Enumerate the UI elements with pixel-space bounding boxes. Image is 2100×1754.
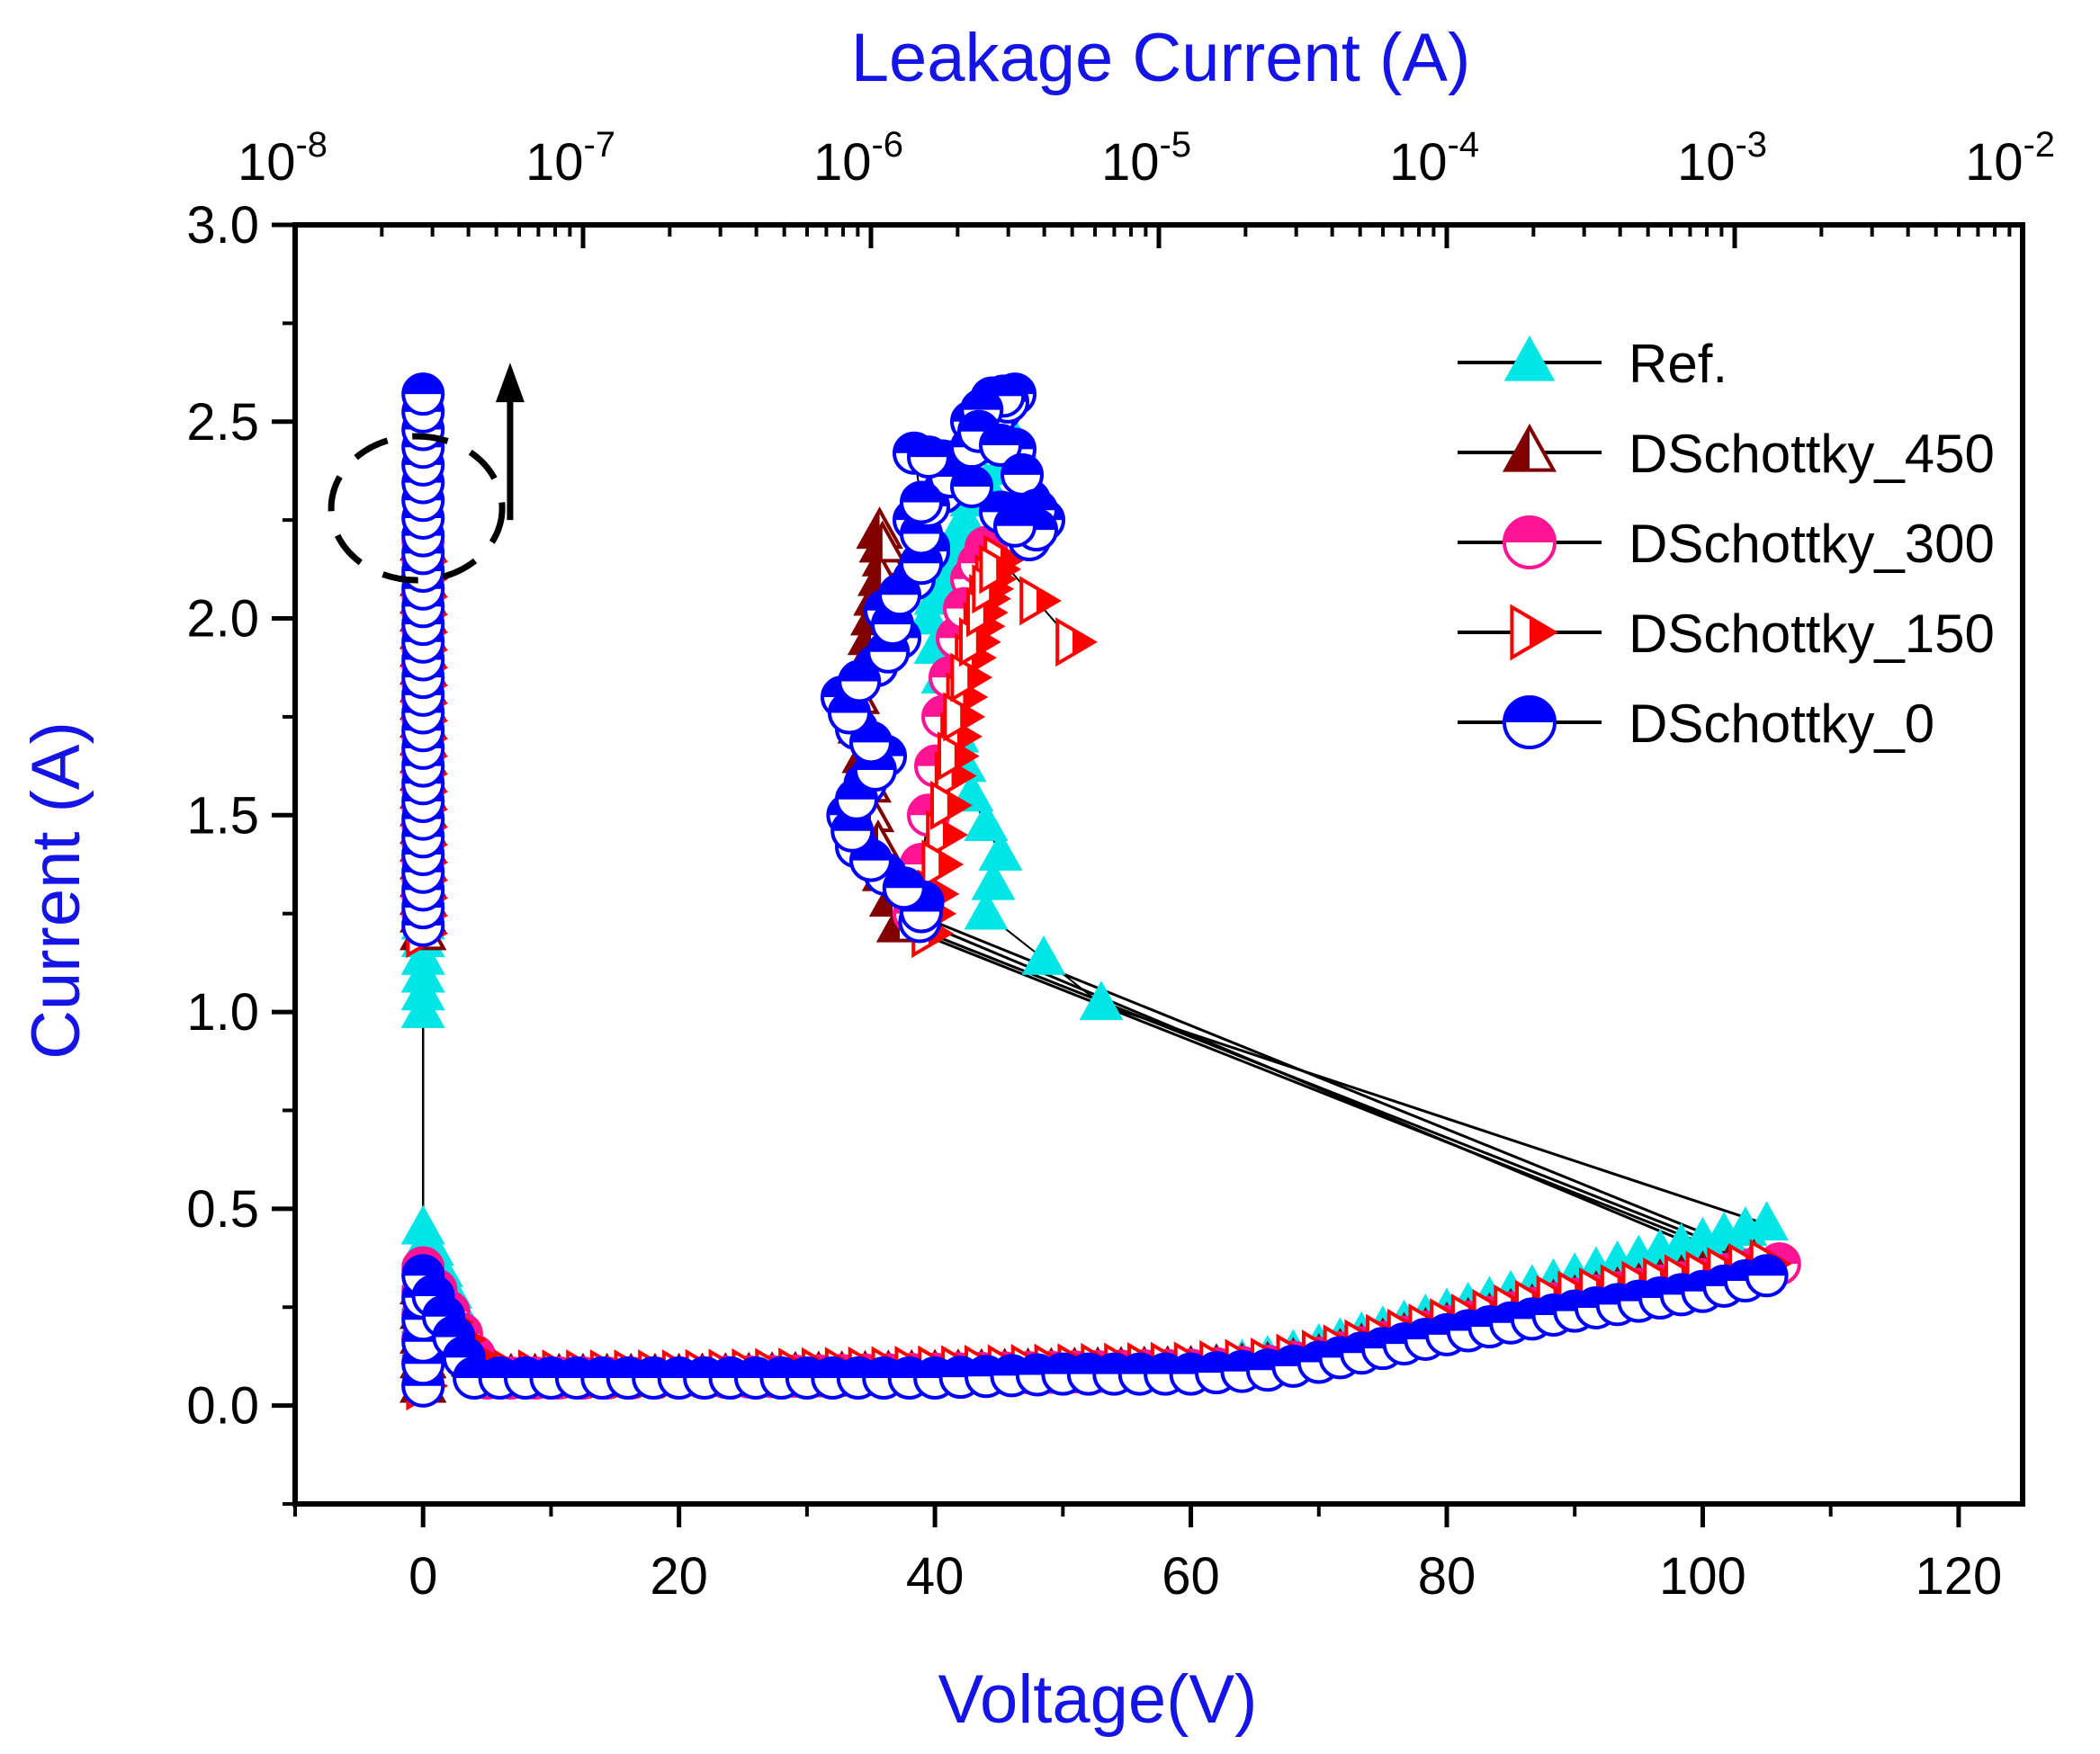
annotations [328, 362, 525, 584]
series-marker [964, 801, 1009, 842]
top-tick-label: 10-2 [1965, 125, 2055, 192]
series-marker [964, 890, 1009, 930]
y-tick-label: 3.0 [186, 196, 259, 255]
series-marker [982, 374, 1026, 418]
x-tick-label: 0 [408, 1547, 437, 1606]
series-marker [1745, 1254, 1789, 1298]
x-tick-label: 20 [650, 1547, 708, 1606]
series-marker [849, 720, 893, 765]
series-marker [1745, 1201, 1790, 1241]
series-marker [942, 497, 987, 536]
series-marker [1019, 576, 1062, 626]
series-connector-line [1100, 1002, 1768, 1226]
top-tick-label: 10-8 [238, 125, 328, 192]
series-marker [938, 731, 980, 782]
top-tick-label: 10-4 [1389, 125, 1479, 192]
plot-frame [292, 222, 2025, 1507]
legend-label: DSchottky_300 [1629, 514, 1995, 574]
annotation-dashed-ellipse [328, 433, 506, 584]
y-tick-label: 0.5 [186, 1180, 259, 1239]
y-axis-title: Current (A) [18, 721, 94, 1060]
tick-marks [272, 222, 2025, 1527]
tick-labels: 0 20 40 60 80 100 120 0.0 0.5 1.0 1.5 2.0 2.5 3.010-8… [186, 125, 2055, 1606]
legend-label: DSchottky_450 [1629, 424, 1995, 484]
series-lines [422, 392, 1781, 1288]
x-axis-title: Voltage(V) [938, 1661, 1258, 1738]
series-marker [979, 424, 1022, 468]
series-marker [950, 464, 993, 508]
series-connector-line [919, 920, 1768, 1277]
y-tick-label: 1.0 [186, 983, 259, 1042]
legend-marker [1502, 423, 1557, 472]
legend-marker [1503, 335, 1556, 381]
series-marker [882, 866, 926, 910]
legend: Ref. DSchottky_450 DSchottky_300 DSchottky_… [1458, 334, 1995, 754]
x-tick-label: 120 [1915, 1547, 2002, 1606]
series-marker [978, 831, 1023, 871]
top-axis-title: Leakage Current (A) [851, 20, 1471, 96]
series-marker [1055, 617, 1098, 667]
x-tick-label: 60 [1162, 1547, 1220, 1606]
series-marker [858, 520, 907, 563]
axes-frame [292, 222, 2025, 1507]
series-marker [993, 504, 1037, 548]
series-marker [943, 692, 986, 742]
legend-label: Ref. [1629, 334, 1728, 394]
series-marker [906, 595, 951, 635]
series-markers [399, 372, 1801, 1411]
x-tick-label: 100 [1659, 1547, 1746, 1606]
x-tick-label: 40 [906, 1547, 965, 1606]
y-tick-label: 1.5 [186, 786, 259, 845]
series-marker [1021, 935, 1066, 975]
series-marker [900, 480, 943, 524]
series-connector-line [928, 932, 1768, 1266]
series-marker [979, 544, 1022, 595]
annotation-arrow-head [495, 362, 525, 403]
legend-label: DSchottky_150 [1629, 604, 1995, 664]
series-marker [1001, 452, 1044, 497]
top-tick-label: 10-3 [1677, 125, 1767, 192]
legend-marker [1510, 604, 1558, 661]
series-marker [907, 435, 950, 479]
top-tick-label: 10-7 [525, 125, 615, 192]
series-marker [971, 860, 1016, 900]
series-marker [1079, 980, 1124, 1021]
top-tick-label: 10-6 [813, 125, 903, 192]
series-marker [921, 839, 965, 890]
series-marker [401, 372, 445, 416]
y-tick-label: 2.0 [186, 590, 259, 649]
series-marker [838, 659, 882, 703]
x-tick-label: 80 [1418, 1547, 1476, 1606]
legend-marker [1503, 695, 1557, 749]
top-tick-label: 10-5 [1101, 125, 1191, 192]
y-tick-label: 2.5 [186, 393, 259, 452]
y-tick-label: 0.0 [186, 1377, 259, 1436]
series-marker [930, 780, 973, 830]
legend-marker [1503, 515, 1557, 569]
series-connector-line [899, 924, 1754, 1266]
series-marker [950, 652, 993, 702]
legend-label: DSchottky_0 [1629, 694, 1934, 754]
